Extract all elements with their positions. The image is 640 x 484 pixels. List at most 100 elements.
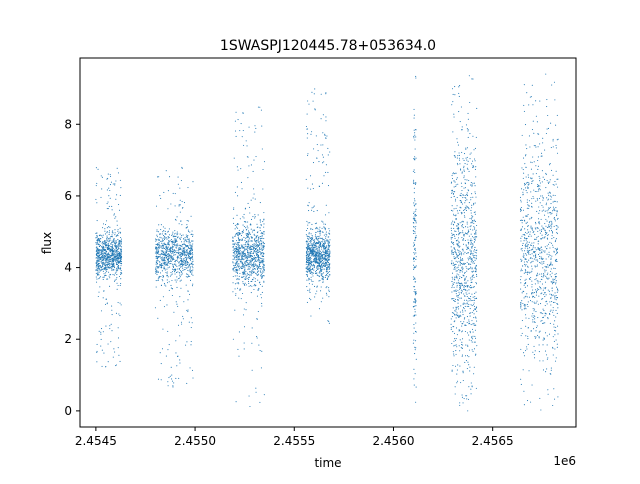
data-point xyxy=(452,234,454,236)
data-point xyxy=(412,306,414,308)
data-point xyxy=(166,261,168,263)
data-point xyxy=(455,308,457,310)
data-point xyxy=(243,250,245,252)
data-point xyxy=(119,242,121,244)
data-point xyxy=(95,185,97,187)
data-point xyxy=(248,233,250,235)
data-point xyxy=(459,245,461,247)
data-point xyxy=(238,268,240,270)
data-point xyxy=(256,268,259,270)
data-point xyxy=(111,266,114,268)
data-point xyxy=(249,275,251,277)
data-point xyxy=(160,197,162,200)
data-point xyxy=(167,208,169,210)
data-point xyxy=(250,228,252,230)
data-point xyxy=(233,270,235,272)
data-point xyxy=(324,247,326,249)
data-point xyxy=(453,282,455,284)
data-point xyxy=(525,335,527,337)
data-point xyxy=(115,269,117,271)
data-point xyxy=(237,119,239,121)
data-point xyxy=(465,292,467,294)
data-point xyxy=(111,305,113,307)
data-point xyxy=(472,350,474,352)
data-point xyxy=(171,246,173,249)
data-point xyxy=(191,285,194,287)
data-point xyxy=(315,248,317,251)
data-point xyxy=(459,209,461,211)
data-point xyxy=(454,320,456,322)
data-point xyxy=(328,274,330,276)
data-point xyxy=(245,302,247,304)
data-point xyxy=(97,267,99,269)
data-point xyxy=(451,370,453,372)
data-point xyxy=(306,249,309,251)
data-point xyxy=(457,237,460,239)
data-point xyxy=(468,259,470,261)
data-point xyxy=(554,241,556,243)
data-point xyxy=(531,301,533,303)
data-point xyxy=(165,237,167,239)
data-point xyxy=(179,276,181,278)
data-point xyxy=(471,78,473,80)
data-point xyxy=(186,245,188,247)
data-point xyxy=(100,175,102,177)
data-point xyxy=(460,169,462,171)
data-point xyxy=(462,307,465,309)
data-point xyxy=(259,261,261,263)
observation-cluster xyxy=(412,75,417,403)
data-point xyxy=(98,271,100,273)
data-point xyxy=(111,309,113,311)
data-point xyxy=(469,277,472,279)
data-point xyxy=(179,244,181,247)
data-point xyxy=(260,240,262,242)
data-point xyxy=(173,240,175,242)
data-point xyxy=(468,319,470,321)
data-point xyxy=(314,234,317,236)
data-point xyxy=(325,250,327,252)
data-point xyxy=(254,259,256,261)
data-point xyxy=(537,260,539,262)
data-point xyxy=(465,147,467,149)
data-point xyxy=(263,280,265,282)
data-point xyxy=(454,266,456,268)
data-point xyxy=(184,268,186,270)
data-point xyxy=(546,98,548,101)
data-point xyxy=(459,260,462,262)
data-point xyxy=(243,213,245,216)
data-point xyxy=(471,217,473,219)
data-point xyxy=(241,261,243,263)
data-point xyxy=(174,273,176,275)
data-point xyxy=(257,258,259,260)
data-point xyxy=(251,240,253,242)
data-point xyxy=(452,131,454,133)
data-point xyxy=(248,246,250,248)
data-point xyxy=(528,207,530,209)
data-point xyxy=(255,249,257,251)
data-point xyxy=(240,254,242,257)
data-point xyxy=(241,239,243,241)
data-point xyxy=(111,262,113,264)
data-point xyxy=(110,263,112,265)
data-point xyxy=(461,343,463,346)
data-point xyxy=(176,303,178,305)
data-point xyxy=(320,254,322,256)
data-point xyxy=(318,264,320,266)
data-point xyxy=(308,210,310,212)
data-point xyxy=(314,246,316,248)
data-point xyxy=(101,328,103,330)
data-point xyxy=(456,254,458,256)
data-point xyxy=(109,197,111,199)
data-point xyxy=(113,274,115,276)
data-point xyxy=(261,234,263,237)
data-point xyxy=(460,232,462,234)
data-point xyxy=(263,258,265,260)
data-point xyxy=(236,261,238,263)
data-point xyxy=(308,202,310,204)
data-point xyxy=(321,257,323,259)
data-point xyxy=(464,271,466,274)
observation-cluster xyxy=(232,106,266,408)
data-point xyxy=(167,261,170,264)
data-point xyxy=(470,324,472,326)
data-point xyxy=(472,262,474,264)
